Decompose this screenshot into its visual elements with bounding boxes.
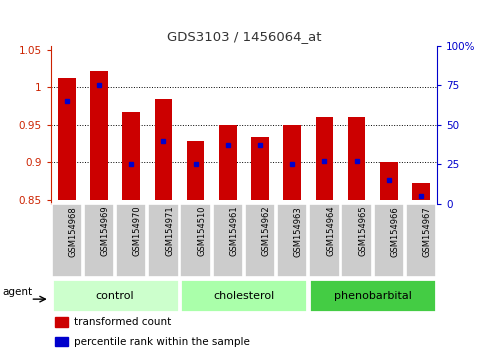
- Bar: [277, 204, 307, 277]
- Bar: [284, 125, 301, 200]
- Bar: [348, 116, 366, 200]
- Bar: [245, 204, 275, 277]
- Text: GSM154967: GSM154967: [423, 206, 432, 257]
- Text: GSM154961: GSM154961: [229, 206, 239, 256]
- Bar: [116, 204, 146, 277]
- Text: GSM154969: GSM154969: [100, 206, 110, 256]
- Text: percentile rank within the sample: percentile rank within the sample: [74, 337, 250, 347]
- Bar: [213, 204, 243, 277]
- Text: cholesterol: cholesterol: [213, 291, 274, 301]
- Bar: [251, 137, 269, 200]
- Bar: [374, 204, 404, 277]
- Bar: [380, 162, 398, 200]
- Bar: [219, 125, 237, 200]
- Text: agent: agent: [2, 287, 33, 297]
- Bar: [406, 204, 436, 277]
- Text: GSM154971: GSM154971: [165, 206, 174, 256]
- Text: control: control: [96, 291, 134, 301]
- Bar: [309, 204, 340, 277]
- Text: GSM154510: GSM154510: [197, 206, 206, 256]
- Text: GSM154968: GSM154968: [69, 206, 77, 257]
- Title: GDS3103 / 1456064_at: GDS3103 / 1456064_at: [167, 30, 321, 44]
- Bar: [148, 204, 179, 277]
- Bar: [52, 204, 82, 277]
- Bar: [341, 204, 372, 277]
- Bar: [315, 116, 333, 200]
- Text: GSM154970: GSM154970: [133, 206, 142, 256]
- Bar: [122, 112, 140, 200]
- Bar: [55, 317, 68, 327]
- Text: GSM154963: GSM154963: [294, 206, 303, 257]
- Bar: [55, 337, 68, 347]
- Bar: [181, 204, 211, 277]
- Bar: [84, 204, 114, 277]
- Bar: [412, 183, 430, 200]
- Bar: [90, 71, 108, 200]
- Bar: [52, 279, 179, 312]
- Text: GSM154964: GSM154964: [326, 206, 335, 256]
- Text: GSM154962: GSM154962: [262, 206, 270, 256]
- Text: transformed count: transformed count: [74, 316, 171, 327]
- Bar: [309, 279, 436, 312]
- Text: phenobarbital: phenobarbital: [334, 291, 412, 301]
- Bar: [187, 141, 204, 200]
- Bar: [58, 78, 76, 200]
- Bar: [181, 279, 307, 312]
- Text: GSM154966: GSM154966: [390, 206, 399, 257]
- Bar: [155, 98, 172, 200]
- Text: GSM154965: GSM154965: [358, 206, 367, 256]
